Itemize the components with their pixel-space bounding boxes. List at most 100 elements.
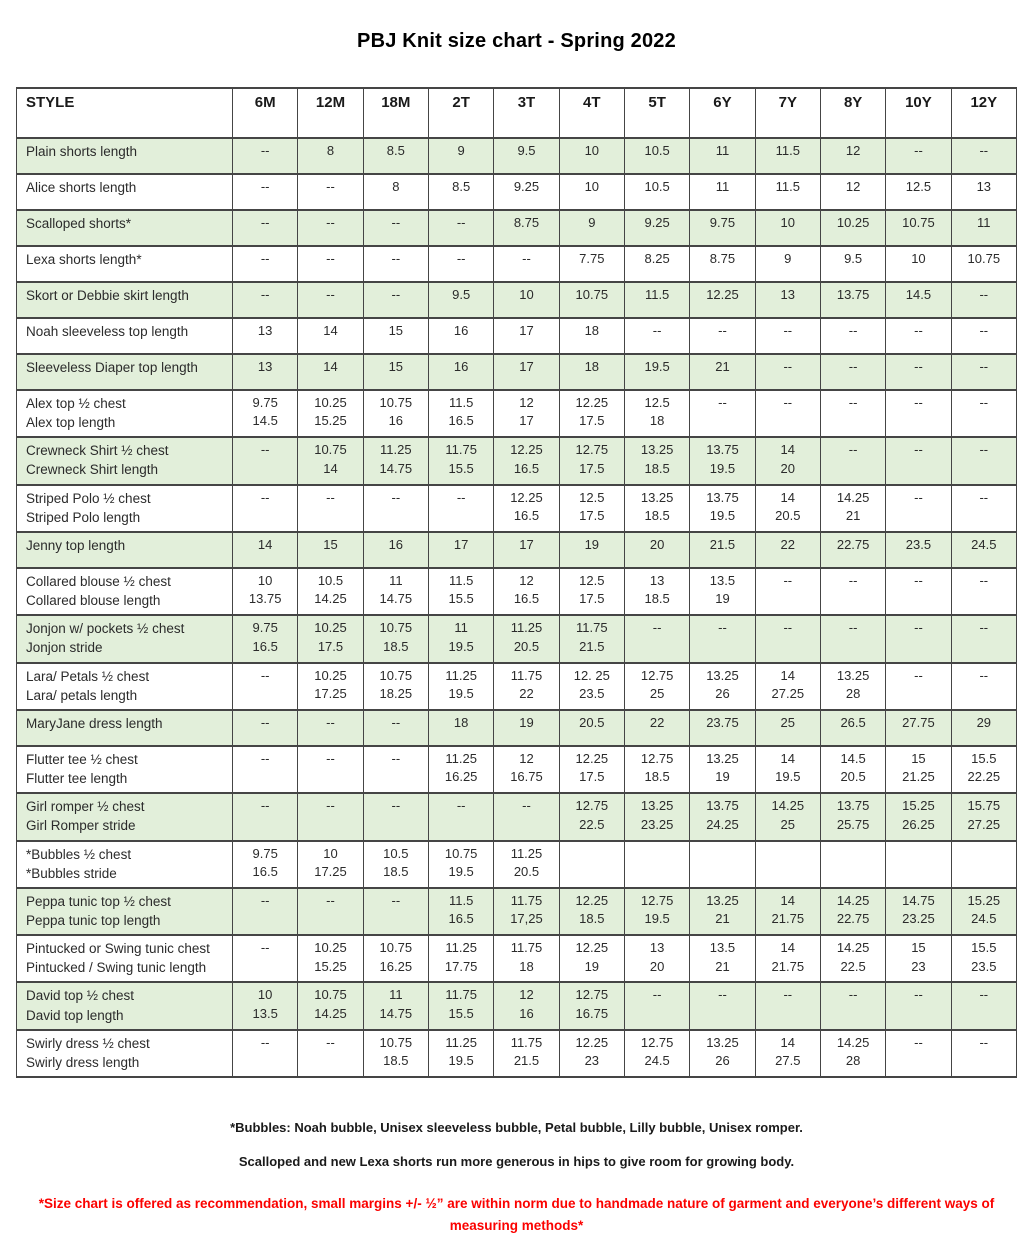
size-value-cell: 13.5 19 (689, 566, 756, 617)
size-value-cell (558, 839, 625, 889)
size-value-cell (950, 839, 1018, 889)
size-value-cell: 10 13.75 (231, 566, 299, 617)
size-value-line: 12.5 (905, 179, 932, 194)
size-value-cell: 29 (950, 708, 1018, 747)
size-value-line: -- (260, 287, 270, 302)
size-value-cell: 15 23 (885, 934, 952, 984)
size-value-cell: 9 (427, 137, 495, 175)
size-value-cell: 12.5 17.5 (558, 566, 625, 617)
size-value-line: 13.75 (836, 287, 870, 302)
size-value-line: 9.5 (844, 251, 863, 266)
size-value-cell: 11.5 (754, 173, 821, 211)
style-name-line: Alex top length (26, 415, 116, 431)
size-value-line: -- (326, 179, 335, 194)
size-value-line: 24.5 (971, 911, 997, 927)
size-value-line: 12.25 (575, 1034, 609, 1050)
size-value-cell: 20 (623, 530, 691, 569)
size-value-line: 12.75 (575, 987, 609, 1003)
size-value-cell: 10.5 (623, 173, 691, 211)
size-value-line: 20 (649, 958, 665, 974)
size-value-line: 13.75 (706, 798, 739, 814)
size-value-line: 8.25 (644, 251, 670, 266)
size-value-cell: 14 27.25 (754, 661, 821, 711)
size-value-line: 22.5 (579, 816, 605, 832)
table-row: Jonjon w/ pockets ½ chest Jonjon stride 9.… (16, 614, 1018, 664)
size-value-cell: -- (819, 353, 887, 391)
size-value-cell: -- (297, 886, 364, 937)
size-value-line: 22 (519, 686, 534, 702)
size-value-line: -- (260, 750, 270, 766)
size-value-line: 14.5 (252, 413, 278, 429)
size-value-line: 12.25 (575, 940, 609, 956)
style-name-cell: Pintucked or Swing tunic chest Pintucked … (16, 934, 233, 984)
size-value-cell: 13.25 19 (689, 744, 756, 795)
size-value-line: 19 (715, 591, 730, 607)
size-value-line: 10.75 (902, 215, 935, 230)
size-value-cell: 14.5 (885, 281, 952, 319)
size-value-line: 12.25 (575, 750, 609, 766)
size-value-line: 10 (257, 572, 273, 588)
footnotes: *Bubbles: Noah bubble, Unisex sleeveless… (0, 1120, 1033, 1238)
size-value-cell: -- (623, 981, 691, 1031)
size-value-cell: -- (885, 981, 952, 1031)
size-value-line: 21.25 (902, 769, 935, 785)
size-value-cell: 10.75 16 (362, 388, 429, 439)
style-name-line: Girl Romper stride (26, 818, 136, 834)
size-value-cell: 12.25 17.5 (558, 388, 625, 439)
size-value-line: 18.5 (644, 769, 670, 785)
size-value-line: -- (914, 359, 923, 374)
size-value-cell: 11.25 14.75 (362, 436, 429, 486)
size-value-cell: -- (493, 245, 560, 283)
size-value-line: 10.75 (379, 667, 413, 683)
size-value-line: 18.5 (383, 1053, 409, 1069)
size-value-line: 12 (519, 395, 534, 410)
size-value-line: -- (914, 442, 923, 458)
size-value-line: -- (456, 215, 466, 230)
size-value-line: 18.5 (383, 863, 409, 879)
size-value-line: 27.75 (902, 714, 935, 730)
size-value-line: 26 (715, 686, 730, 702)
size-value-cell: 15.25 24.5 (950, 886, 1018, 937)
size-value-cell: -- (754, 614, 821, 664)
size-value-line: 19 (519, 714, 534, 730)
size-value-cell: 10.75 (885, 209, 952, 247)
size-column-header: 4T (558, 87, 625, 139)
size-column-header: 10Y (885, 87, 952, 139)
size-value-line: 11.75 (510, 1034, 543, 1050)
size-value-cell: 12.25 (689, 281, 756, 319)
footnote-bubbles: *Bubbles: Noah bubble, Unisex sleeveless… (230, 1120, 803, 1136)
size-value-line: 24.25 (706, 816, 739, 832)
size-value-cell: 10.25 15.25 (297, 934, 364, 984)
size-value-line: 14.5 (840, 750, 866, 766)
style-name-cell: Sleeveless Diaper top length (16, 353, 233, 391)
size-value-line: -- (783, 987, 793, 1003)
size-value-cell: 14 21.75 (754, 886, 821, 937)
size-value-line: 12.75 (640, 667, 674, 683)
size-value-cell: -- (297, 483, 364, 533)
size-value-cell: -- (623, 614, 691, 664)
size-value-line: 10 (780, 215, 796, 230)
size-value-cell: -- (950, 661, 1018, 711)
size-value-cell: -- (493, 792, 560, 842)
size-value-cell: 13.25 26 (689, 661, 756, 711)
size-value-line: 11.5 (448, 892, 474, 908)
style-name-cell: Swirly dress ½ chest Swirly dress length (16, 1028, 233, 1079)
size-value-cell: 9.75 16.5 (231, 614, 299, 664)
size-value-cell: 10.25 (819, 209, 887, 247)
size-value-cell: 13.75 25.75 (819, 792, 887, 842)
size-value-cell: -- (297, 744, 364, 795)
size-value-cell: 11.5 (754, 137, 821, 175)
size-value-cell: 11 (689, 137, 756, 175)
size-value-line: -- (391, 251, 401, 266)
size-value-line: -- (914, 143, 923, 158)
size-value-cell: 13 20 (623, 934, 691, 984)
size-value-line: 18 (584, 359, 600, 374)
size-value-line: 11.5 (644, 287, 670, 302)
size-value-line: 17.5 (579, 591, 605, 607)
table-row: Collared blouse ½ chest Collared blouse l… (16, 566, 1018, 617)
size-value-line: 10.25 (314, 620, 347, 636)
style-column-header: STYLE (16, 87, 233, 139)
size-value-line: 14 (780, 489, 796, 505)
size-value-line: 10.5 (317, 572, 344, 588)
size-value-line: 11 (977, 215, 991, 230)
